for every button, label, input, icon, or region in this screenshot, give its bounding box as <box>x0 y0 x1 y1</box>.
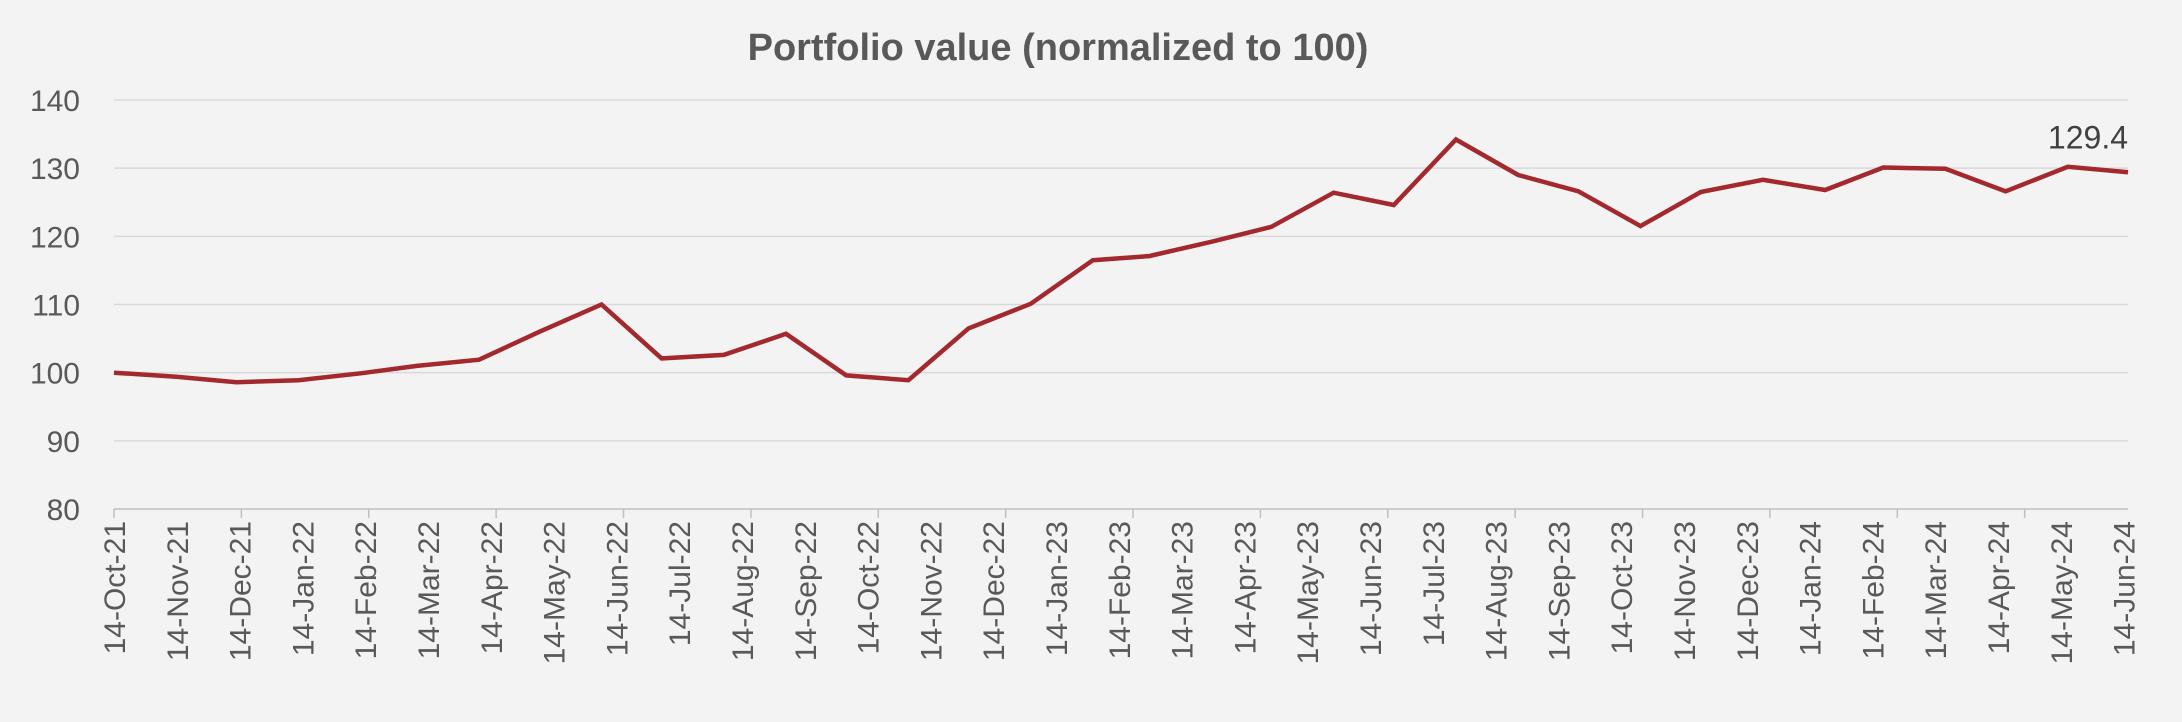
series-group <box>113 136 2129 385</box>
x-tick-label: 14-Jun-22 <box>601 521 634 656</box>
x-tick-label: 14-Mar-22 <box>413 521 446 659</box>
chart-title: Portfolio value (normalized to 100) <box>748 27 1369 69</box>
series-line <box>113 136 2129 385</box>
x-tick-label: 14-Jan-24 <box>1795 521 1828 656</box>
x-tick-label: 14-Feb-24 <box>1857 521 1890 659</box>
x-tick-label: 14-Dec-22 <box>978 521 1011 661</box>
y-tick-label: 110 <box>32 290 80 323</box>
x-tick-label: 14-Dec-21 <box>225 521 258 661</box>
x-tick-label: 14-Jul-23 <box>1418 521 1451 646</box>
x-tick-label: 14-Mar-24 <box>1920 521 1953 659</box>
x-tick-label: 14-Oct-22 <box>853 521 886 654</box>
x-tick-label: 14-Nov-21 <box>162 521 195 661</box>
x-tick-label: 14-May-24 <box>2046 521 2079 664</box>
x-tick-label: 14-Apr-23 <box>1229 521 1262 654</box>
x-tick-label: 14-Sep-23 <box>1543 521 1576 661</box>
x-tick-label: 14-Oct-23 <box>1606 521 1639 654</box>
x-tick-label: 14-Aug-22 <box>727 521 760 661</box>
x-tick-label: 14-Nov-22 <box>915 521 948 661</box>
gridlines <box>114 99 2128 442</box>
x-tick-label: 14-Jan-22 <box>287 521 320 656</box>
x-tick-label: 14-Jun-24 <box>2109 521 2142 656</box>
x-tick-label: 14-Dec-23 <box>1732 521 1765 661</box>
x-tick-label: 14-Aug-23 <box>1481 521 1514 661</box>
x-tick-label: 14-Jul-22 <box>664 521 697 646</box>
x-tick-label: 14-Jan-23 <box>1041 521 1074 656</box>
x-tick-label: 14-Feb-22 <box>350 521 383 659</box>
data-label: 129.4 <box>2048 119 2128 155</box>
y-tick-label: 80 <box>47 494 80 527</box>
x-tick-label: 14-May-23 <box>1292 521 1325 664</box>
x-tick-label: 14-Nov-23 <box>1669 521 1702 661</box>
x-tick-label: 14-Jun-23 <box>1355 521 1388 656</box>
y-tick-label: 90 <box>47 426 80 459</box>
x-tick-label: 14-Apr-24 <box>1983 521 2016 654</box>
y-tick-label: 100 <box>30 358 80 391</box>
x-tick-label: 14-Sep-22 <box>790 521 823 661</box>
annotations: 129.4 <box>2048 119 2128 155</box>
y-tick-label: 130 <box>30 153 80 186</box>
y-tick-label: 140 <box>30 85 80 118</box>
x-tick-label: 14-May-22 <box>539 521 572 664</box>
x-axis: 14-Oct-21 14-Nov-21 14-Dec-21 14-Jan-22 14-F… <box>99 508 2142 664</box>
x-tick-label: 14-Mar-23 <box>1167 521 1200 659</box>
x-tick-label: 14-Feb-23 <box>1104 521 1137 659</box>
x-tick-label: 14-Oct-21 <box>99 521 132 654</box>
y-tick-label: 120 <box>30 221 80 254</box>
y-axis: 80 90 100 110 120 130 140 <box>30 85 80 527</box>
x-tick-label: 14-Apr-22 <box>476 521 509 654</box>
